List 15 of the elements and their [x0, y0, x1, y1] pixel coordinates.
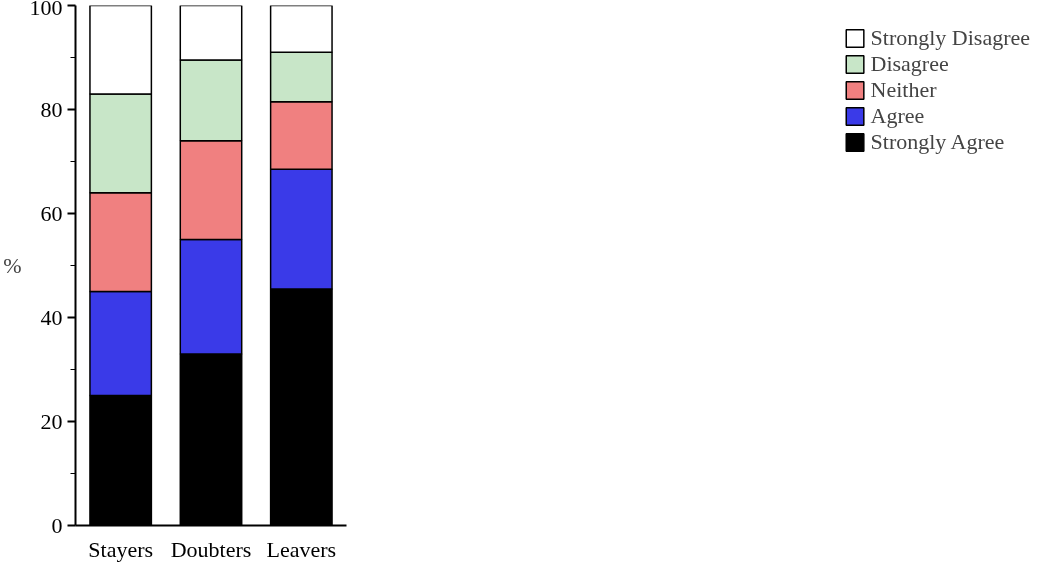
legend-label: Neither	[870, 77, 937, 103]
legend-label: Strongly Disagree	[870, 25, 1030, 51]
x-tick-label: Stayers	[88, 536, 154, 562]
y-tick-label: 40	[40, 304, 63, 330]
x-tick-label: Doubters	[170, 536, 252, 562]
legend-label: Strongly Agree	[870, 129, 1005, 155]
y-tick-label: 100	[29, 0, 63, 20]
y-tick-label: 20	[40, 408, 63, 434]
y-axis-title: %	[3, 253, 22, 278]
y-tick-label: 0	[51, 512, 63, 538]
legend-label: Agree	[870, 103, 925, 129]
y-tick-label: 80	[40, 96, 63, 122]
legend-label: Disagree	[870, 51, 949, 77]
x-tick-label: Leavers	[266, 536, 337, 562]
y-tick-label: 60	[40, 200, 63, 226]
